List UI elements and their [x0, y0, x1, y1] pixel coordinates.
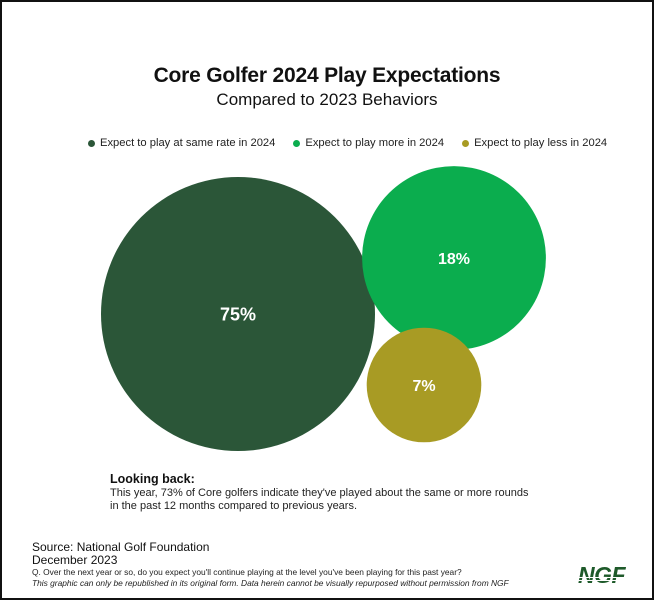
note-body: This year, 73% of Core golfers indicate …: [110, 487, 529, 512]
legend-dot-icon: [293, 139, 301, 147]
bubble-play-more-label: 18%: [438, 251, 470, 268]
date-text: December 2023: [32, 553, 118, 567]
bubble-same-rate: [101, 177, 375, 451]
legend-item-more: Expect to play more in 2024: [293, 137, 444, 149]
chart-title: Core Golfer 2024 Play Expectations: [153, 64, 501, 87]
legend-dot-icon: [88, 139, 95, 147]
legend-label: Expect to play more in 2024: [305, 137, 445, 149]
source-text: Source: National Golf Foundation: [32, 540, 210, 554]
bubble-same-rate-label: 75%: [220, 304, 256, 324]
legend-item-less: Expect to play less in 2024: [462, 137, 607, 149]
legend-item-same: Expect to play at same rate in 2024: [88, 137, 275, 149]
legend-label: Expect to play less in 2024: [474, 137, 608, 149]
note-heading: Looking back:: [110, 472, 195, 486]
bubble-play-less-label: 7%: [412, 378, 435, 395]
legend-label: Expect to play at same rate in 2024: [100, 137, 276, 149]
survey-question: Q. Over the next year or so, do you expe…: [32, 567, 462, 577]
logo-stripes-decoration: [578, 577, 636, 583]
bubble-play-less: [366, 327, 482, 443]
chart-subtitle: Compared to 2023 Behaviors: [216, 90, 438, 109]
bubble-play-more: [362, 166, 546, 350]
disclaimer: This graphic can only be republished in …: [32, 578, 509, 588]
legend: Expect to play at same rate in 2024 Expe…: [88, 137, 607, 149]
legend-dot-icon: [462, 139, 470, 147]
